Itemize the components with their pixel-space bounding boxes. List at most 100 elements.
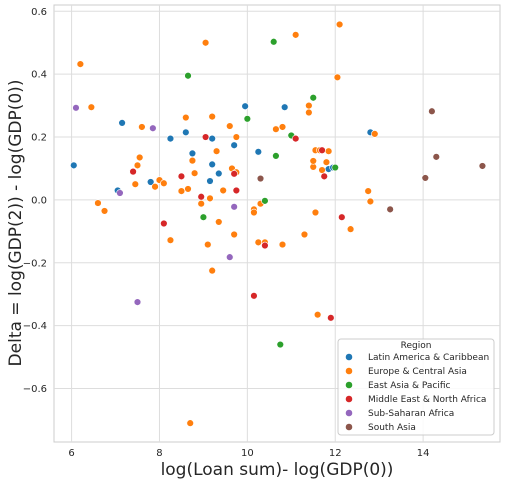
data-point — [261, 241, 269, 250]
data-point — [324, 147, 333, 155]
x-tick-label: 14 — [417, 448, 430, 459]
data-point — [188, 156, 197, 165]
data-point — [208, 134, 216, 143]
data-point — [331, 163, 339, 172]
data-point — [151, 183, 159, 191]
data-point — [188, 149, 197, 158]
data-point — [129, 167, 137, 176]
data-point — [201, 39, 210, 47]
data-point — [230, 230, 238, 239]
data-point — [215, 218, 223, 226]
data-point — [241, 102, 249, 110]
data-point — [300, 230, 309, 239]
data-point — [166, 134, 175, 143]
data-point — [261, 197, 269, 205]
y-tick-label: 0.6 — [31, 7, 47, 18]
data-point — [204, 240, 212, 249]
data-point — [478, 162, 487, 170]
legend: Region Latin America & Caribbean Europe &… — [337, 338, 495, 436]
data-point — [311, 208, 320, 217]
data-point — [149, 124, 157, 132]
data-point — [208, 112, 216, 121]
data-point — [94, 199, 102, 207]
data-point — [197, 199, 205, 208]
legend-marker — [345, 409, 353, 417]
x-tick-label: 8 — [156, 448, 162, 459]
data-point — [270, 38, 278, 46]
y-tick-label: 0.0 — [31, 195, 47, 206]
x-tick-label: 6 — [68, 448, 74, 459]
legend-marker — [345, 353, 353, 361]
data-point — [131, 180, 139, 188]
data-point — [254, 238, 263, 247]
legend-marker — [345, 423, 353, 431]
data-points — [70, 20, 487, 427]
legend-title: Region — [401, 341, 432, 351]
x-tick-label: 12 — [329, 448, 342, 459]
data-point — [212, 147, 221, 155]
data-point — [305, 101, 313, 110]
data-point — [116, 189, 124, 197]
data-point — [318, 166, 326, 174]
data-point — [182, 128, 190, 137]
data-point — [230, 203, 238, 211]
data-point — [160, 179, 168, 187]
data-point — [421, 174, 430, 182]
tick-labels: 6 8 10 12 14 −0.6 −0.4 −0.2 0.0 0.2 0.4 0.6 — [23, 7, 430, 459]
data-point — [320, 172, 328, 181]
legend-entries: Latin America & Caribbean Europe & Centra… — [345, 353, 489, 433]
y-axis-label: Delta = log(GDP(2)) - log(GDP(0)) — [6, 80, 26, 367]
data-point — [146, 178, 155, 186]
data-point — [232, 186, 241, 195]
legend-marker — [345, 367, 353, 375]
data-point — [386, 205, 394, 214]
data-point — [250, 292, 258, 300]
y-tick-label: −0.6 — [23, 384, 47, 395]
data-point — [364, 187, 372, 195]
data-point — [197, 193, 205, 201]
data-point — [133, 298, 142, 306]
data-point — [318, 146, 326, 154]
data-point — [206, 177, 214, 185]
data-point — [182, 113, 190, 122]
data-point — [280, 103, 289, 111]
data-point — [428, 107, 436, 115]
data-point — [232, 133, 241, 141]
data-point — [160, 219, 168, 228]
legend-box — [337, 338, 495, 436]
data-point — [272, 125, 280, 133]
data-point — [250, 208, 258, 217]
data-point — [338, 213, 346, 221]
data-point — [371, 130, 379, 138]
legend-label: Europe & Central Asia — [368, 367, 467, 377]
data-point — [272, 152, 280, 160]
data-point — [199, 213, 208, 221]
legend-label: South Asia — [368, 423, 416, 433]
legend-marker — [345, 395, 353, 403]
data-point — [309, 157, 317, 165]
y-tick-label: 0.4 — [31, 70, 47, 81]
legend-label: East Asia & Pacific — [368, 381, 451, 391]
y-tick-label: −0.4 — [23, 321, 47, 332]
data-point — [366, 197, 375, 206]
legend-label: Latin America & Caribbean — [368, 353, 489, 363]
data-point — [208, 160, 216, 169]
data-point — [305, 108, 313, 117]
data-point — [76, 60, 85, 68]
y-tick-label: 0.2 — [31, 133, 47, 144]
y-tick-label: −0.2 — [23, 258, 47, 269]
data-point — [72, 104, 80, 112]
data-point — [276, 340, 284, 349]
data-point — [291, 134, 300, 143]
data-point — [432, 153, 440, 161]
data-point — [87, 103, 96, 111]
data-point — [186, 419, 194, 427]
data-point — [243, 115, 252, 123]
data-point — [133, 161, 142, 170]
data-point — [138, 123, 146, 131]
data-point — [278, 240, 287, 249]
data-point — [208, 266, 216, 275]
legend-marker — [345, 381, 353, 389]
data-point — [322, 158, 331, 166]
data-point — [215, 169, 223, 178]
